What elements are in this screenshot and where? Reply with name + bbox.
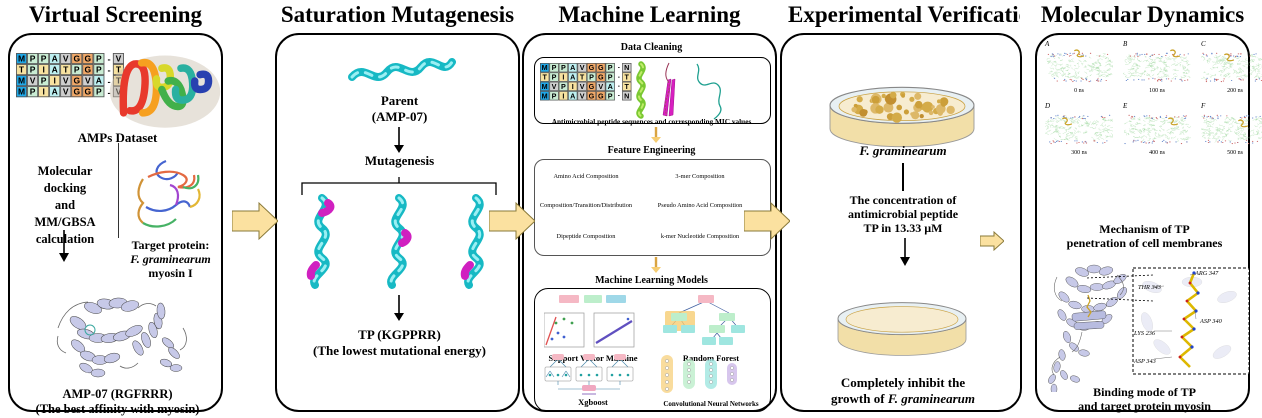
- svg-text:LYS 236: LYS 236: [1133, 330, 1156, 337]
- svg-text:ASP 343: ASP 343: [1133, 358, 1156, 365]
- svg-text:ARG 347: ARG 347: [1194, 270, 1219, 277]
- svg-text:ASP 340: ASP 340: [1199, 318, 1223, 325]
